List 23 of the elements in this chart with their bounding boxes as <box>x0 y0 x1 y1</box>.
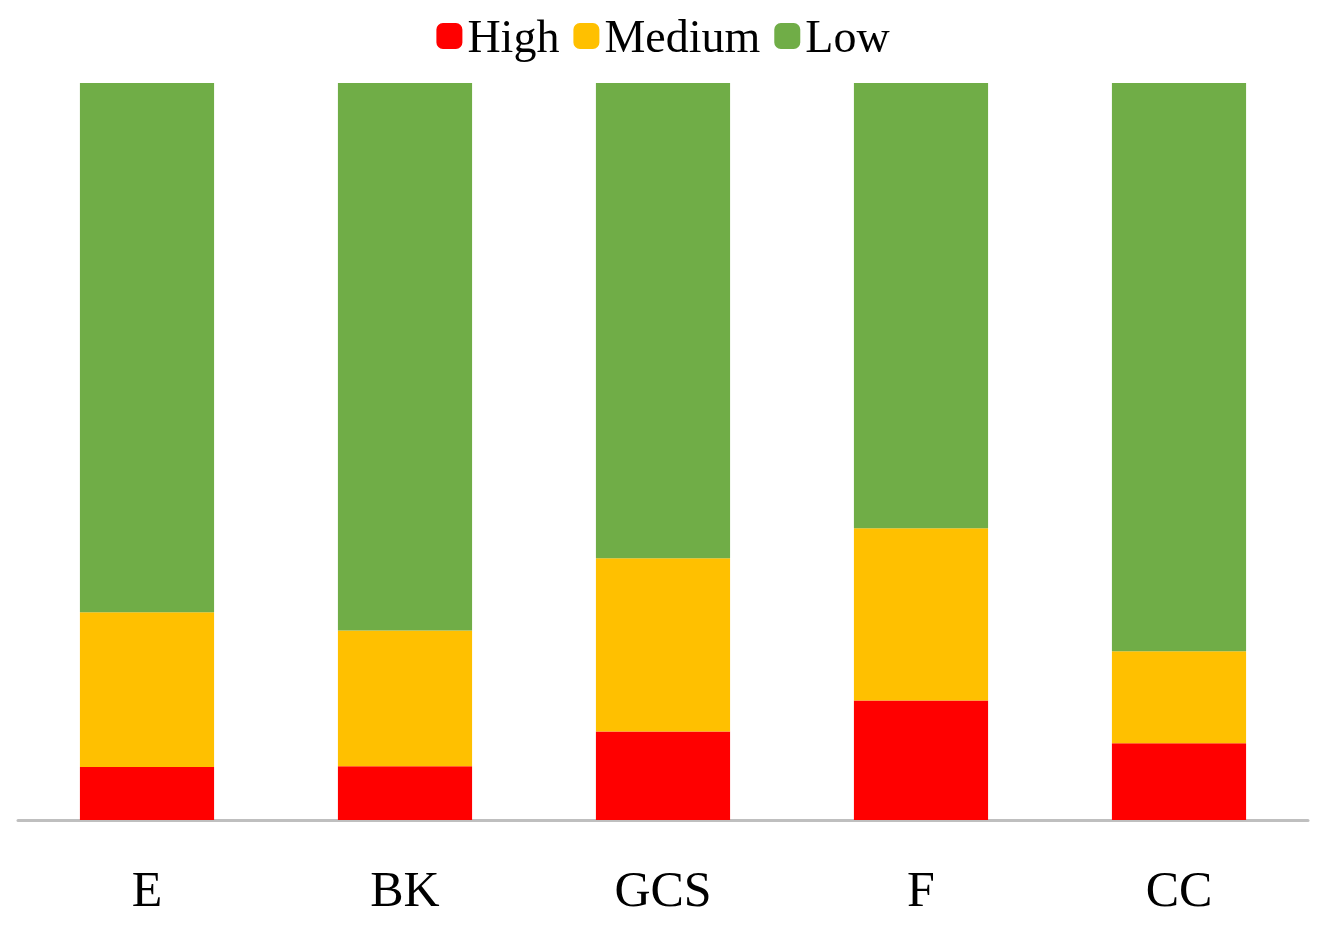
bar <box>853 700 989 820</box>
bar <box>1111 83 1247 652</box>
bar <box>337 766 473 820</box>
bar <box>1111 743 1247 820</box>
bar <box>853 528 989 701</box>
bar <box>595 731 731 820</box>
bar <box>337 83 473 631</box>
x-tick-label: E <box>131 861 163 917</box>
bar <box>595 83 731 559</box>
bar <box>853 83 989 529</box>
bar <box>337 630 473 767</box>
x-tick-label: CC <box>1145 861 1213 917</box>
bar <box>79 766 215 820</box>
bar <box>79 83 215 613</box>
legend-label: Medium <box>604 10 761 62</box>
bar <box>79 612 215 767</box>
legend-label: Low <box>805 10 891 62</box>
bar <box>1111 651 1247 744</box>
bar <box>595 558 731 732</box>
legend-label: High <box>467 10 560 62</box>
x-tick-label: GCS <box>614 861 712 917</box>
x-tick-label: BK <box>370 861 440 917</box>
x-tick-label: F <box>907 861 935 917</box>
